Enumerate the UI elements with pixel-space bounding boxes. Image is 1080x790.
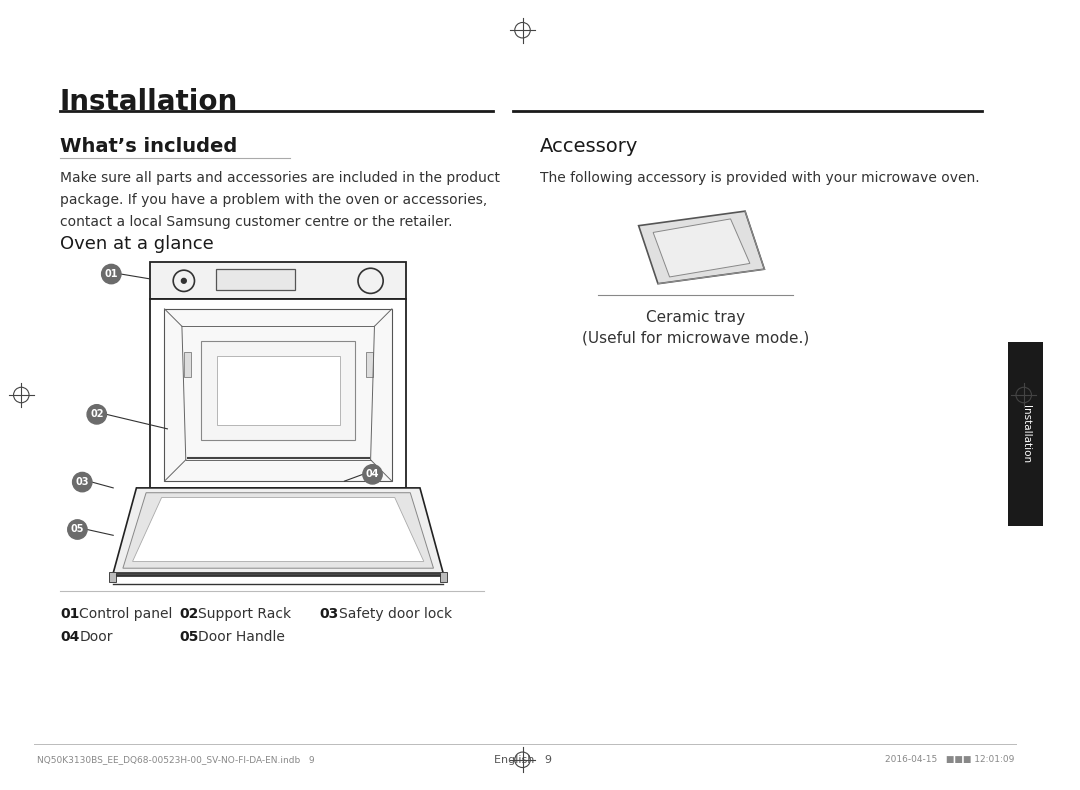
- Bar: [150, 299, 406, 488]
- Text: (Useful for microwave mode.): (Useful for microwave mode.): [582, 330, 809, 345]
- Circle shape: [87, 404, 107, 424]
- Circle shape: [181, 278, 186, 284]
- Bar: [216, 269, 295, 291]
- Circle shape: [1022, 551, 1029, 559]
- Text: The following accessory is provided with your microwave oven.: The following accessory is provided with…: [540, 171, 980, 186]
- Text: 03: 03: [320, 607, 338, 621]
- Text: Safety door lock: Safety door lock: [339, 607, 451, 621]
- Bar: [441, 572, 447, 581]
- Bar: [184, 352, 190, 377]
- Polygon shape: [133, 498, 423, 562]
- Text: 02: 02: [179, 607, 199, 621]
- Text: Ceramic tray: Ceramic tray: [646, 310, 745, 325]
- Text: 02: 02: [90, 409, 104, 419]
- Text: NQ50K3130BS_EE_DQ68-00523H-00_SV-NO-FI-DA-EN.indb   9: NQ50K3130BS_EE_DQ68-00523H-00_SV-NO-FI-D…: [37, 755, 314, 764]
- Text: Oven at a glance: Oven at a glance: [60, 235, 214, 254]
- Text: Installation: Installation: [60, 88, 239, 116]
- Bar: [1009, 342, 1043, 525]
- Text: 01: 01: [105, 269, 118, 279]
- Polygon shape: [638, 211, 765, 284]
- Text: Control panel: Control panel: [79, 607, 173, 621]
- Bar: [150, 262, 406, 299]
- Text: 01: 01: [60, 607, 79, 621]
- Polygon shape: [113, 488, 443, 573]
- Text: Door: Door: [79, 630, 112, 644]
- Circle shape: [68, 520, 87, 539]
- Text: Accessory: Accessory: [540, 137, 638, 156]
- Bar: [164, 309, 392, 481]
- Text: 05: 05: [179, 630, 199, 644]
- Text: 05: 05: [70, 525, 84, 535]
- Text: Support Rack: Support Rack: [199, 607, 292, 621]
- Text: 03: 03: [76, 477, 89, 487]
- Bar: [217, 356, 339, 425]
- Circle shape: [102, 265, 121, 284]
- Circle shape: [72, 472, 92, 491]
- Text: What’s included: What’s included: [60, 137, 238, 156]
- Text: 2016-04-15   ■■■ 12:01:09: 2016-04-15 ■■■ 12:01:09: [885, 755, 1014, 764]
- Circle shape: [363, 465, 382, 484]
- Text: Installation: Installation: [1021, 404, 1030, 463]
- Polygon shape: [653, 219, 750, 277]
- Text: 04: 04: [366, 469, 379, 480]
- Text: Door Handle: Door Handle: [199, 630, 285, 644]
- Bar: [366, 352, 373, 377]
- Bar: [201, 340, 355, 441]
- Text: English   9: English 9: [494, 755, 552, 765]
- Text: 04: 04: [60, 630, 79, 644]
- Text: Make sure all parts and accessories are included in the product
package. If you : Make sure all parts and accessories are …: [60, 171, 500, 229]
- Bar: [109, 572, 117, 581]
- Polygon shape: [123, 493, 433, 568]
